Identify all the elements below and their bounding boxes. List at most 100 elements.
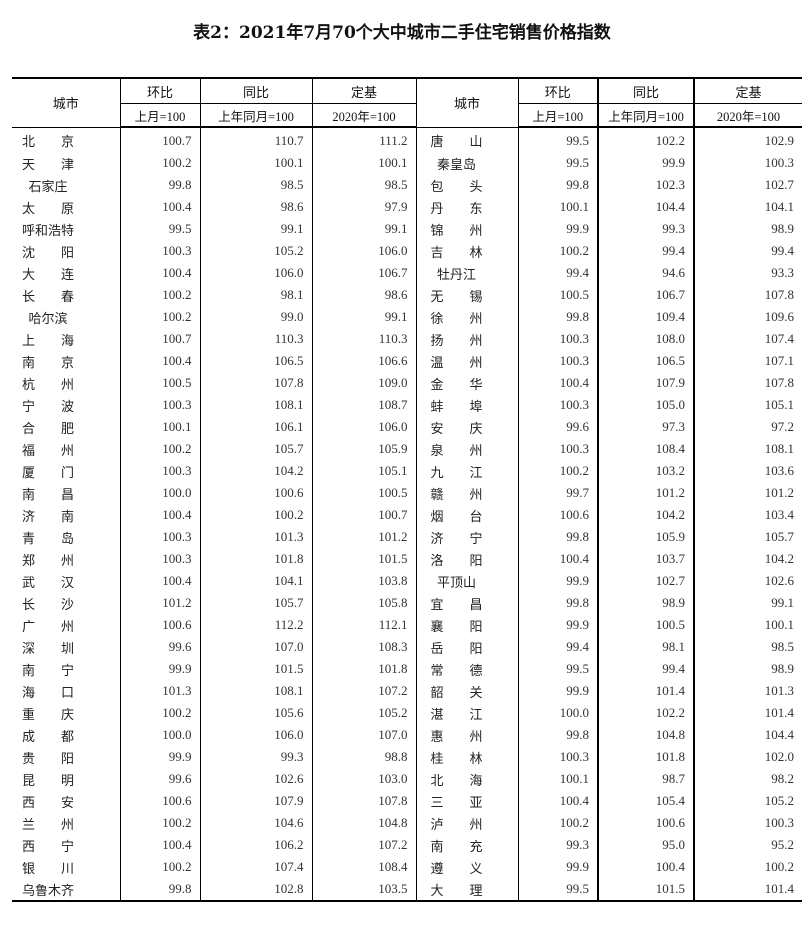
- mom-value: 100.2: [517, 240, 598, 262]
- yoy-value: 105.6: [199, 702, 312, 724]
- mom-value: 100.3: [119, 460, 200, 482]
- base-value: 104.4: [693, 724, 802, 746]
- base-value: 98.6: [311, 284, 416, 306]
- table-row: 成都 100.0 106.0 107.0 惠州 99.8 104.8 104.4: [12, 724, 802, 746]
- city-name-text: 海口: [22, 685, 74, 701]
- city-name: 天津: [12, 152, 120, 174]
- city-name-text: 北京: [22, 135, 74, 151]
- city-name: 蚌埠: [415, 394, 518, 416]
- city-name: 厦门: [12, 460, 120, 482]
- city-name-text: 银川: [22, 861, 74, 877]
- city-name: 海口: [12, 680, 120, 702]
- city-name-text: 杭州: [22, 377, 74, 393]
- city-name-text: 郑州: [22, 553, 74, 569]
- city-name-text: 长春: [22, 289, 74, 305]
- table-row: 长沙 101.2 105.7 105.8 宜昌 99.8 98.9 99.1: [12, 592, 802, 614]
- yoy-value: 100.2: [199, 504, 312, 526]
- mom-value: 99.6: [119, 636, 200, 658]
- mom-value: 99.8: [119, 174, 200, 196]
- yoy-value: 102.7: [597, 570, 694, 592]
- base-value: 101.4: [693, 702, 802, 724]
- city-name: 平顶山: [415, 570, 518, 592]
- city-name-text: 沈阳: [22, 245, 74, 261]
- mom-value: 100.4: [119, 834, 200, 856]
- city-name-text: 大连: [22, 267, 74, 283]
- mom-value: 99.3: [517, 834, 598, 856]
- city-name-text: 长沙: [22, 597, 74, 613]
- mom-value: 100.4: [517, 548, 598, 570]
- base-value: 106.7: [311, 262, 416, 284]
- yoy-value: 98.9: [597, 592, 694, 614]
- table-row: 南昌 100.0 100.6 100.5 赣州 99.7 101.2 101.2: [12, 482, 802, 504]
- base-value: 105.8: [311, 592, 416, 614]
- mom-value: 101.3: [119, 680, 200, 702]
- mom-value: 100.3: [517, 328, 598, 350]
- base-value: 99.1: [693, 592, 802, 614]
- city-name-text: 遵义: [430, 861, 483, 877]
- mom-value: 100.3: [119, 394, 200, 416]
- yoy-value: 98.6: [199, 196, 312, 218]
- mom-value: 100.3: [119, 240, 200, 262]
- yoy-value: 104.8: [597, 724, 694, 746]
- base-value: 107.8: [693, 372, 802, 394]
- city-name-text: 厦门: [22, 465, 74, 481]
- city-name-text: 宜昌: [430, 597, 483, 613]
- yoy-value: 102.2: [597, 702, 694, 724]
- base-value: 105.2: [311, 702, 416, 724]
- mom-value: 100.4: [119, 350, 200, 372]
- city-name: 宜昌: [415, 592, 518, 614]
- city-name: 济宁: [415, 526, 518, 548]
- subheader-mom-left: 上月=100: [119, 103, 200, 128]
- base-value: 103.0: [311, 768, 416, 790]
- yoy-value: 106.7: [597, 284, 694, 306]
- mom-value: 100.3: [119, 548, 200, 570]
- table-row: 南京 100.4 106.5 106.6 温州 100.3 106.5 107.1: [12, 350, 802, 372]
- city-name-text: 三亚: [430, 795, 483, 811]
- mom-value: 99.6: [119, 768, 200, 790]
- city-name: 深圳: [12, 636, 120, 658]
- mom-value: 99.8: [517, 592, 598, 614]
- table-row: 上海 100.7 110.3 110.3 扬州 100.3 108.0 107.4: [12, 328, 802, 350]
- base-value: 95.2: [693, 834, 802, 856]
- subheader-base-left: 2020年=100: [311, 103, 416, 128]
- city-name: 宁波: [12, 394, 120, 416]
- city-name: 西安: [12, 790, 120, 812]
- base-value: 99.4: [693, 240, 802, 262]
- table-row: 西宁 100.4 106.2 107.2 南充 99.3 95.0 95.2: [12, 834, 802, 856]
- city-name: 湛江: [415, 702, 518, 724]
- mom-value: 100.1: [119, 416, 200, 438]
- mom-value: 100.3: [517, 746, 598, 768]
- city-name: 泉州: [415, 438, 518, 460]
- base-value: 100.2: [693, 856, 802, 878]
- mom-value: 100.2: [119, 152, 200, 174]
- city-name: 昆明: [12, 768, 120, 790]
- mom-value: 99.5: [517, 127, 598, 152]
- city-name: 杭州: [12, 372, 120, 394]
- mom-value: 99.7: [517, 482, 598, 504]
- yoy-value: 105.0: [597, 394, 694, 416]
- header-mom-right: 环比: [517, 77, 598, 104]
- yoy-value: 108.1: [199, 394, 312, 416]
- city-name-text: 合肥: [22, 421, 74, 437]
- city-name: 遵义: [415, 856, 518, 878]
- city-name: 赣州: [415, 482, 518, 504]
- city-name: 泸州: [415, 812, 518, 834]
- city-name-text: 大理: [430, 883, 483, 899]
- mom-value: 99.4: [517, 636, 598, 658]
- city-name-text: 深圳: [22, 641, 74, 657]
- city-name: 襄阳: [415, 614, 518, 636]
- city-name: 锦州: [415, 218, 518, 240]
- base-value: 107.8: [311, 790, 416, 812]
- table-row: 海口 101.3 108.1 107.2 韶关 99.9 101.4 101.3: [12, 680, 802, 702]
- city-name: 九江: [415, 460, 518, 482]
- yoy-value: 99.1: [199, 218, 312, 240]
- base-value: 105.1: [311, 460, 416, 482]
- city-name: 南宁: [12, 658, 120, 680]
- yoy-value: 98.5: [199, 174, 312, 196]
- header-mom-left: 环比: [119, 77, 200, 104]
- base-value: 107.1: [693, 350, 802, 372]
- city-name: 北海: [415, 768, 518, 790]
- base-value: 108.1: [693, 438, 802, 460]
- city-name: 广州: [12, 614, 120, 636]
- mom-value: 99.6: [517, 416, 598, 438]
